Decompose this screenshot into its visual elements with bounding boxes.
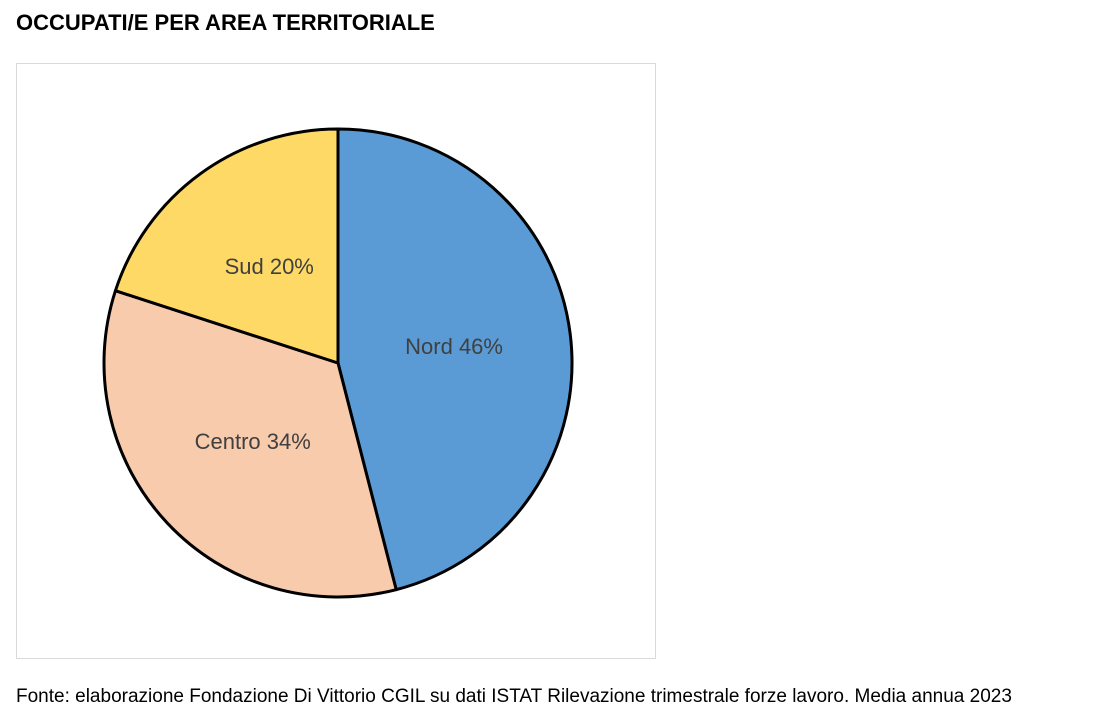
chart-title: OCCUPATI/E PER AREA TERRITORIALE	[16, 10, 435, 35]
pie-slice-nord	[336, 127, 574, 592]
slice-label-centro: Centro 34%	[195, 429, 311, 454]
pie-slice-sud	[113, 127, 340, 365]
slice-label-nord: Nord 46%	[405, 334, 503, 359]
slice-label-sud: Sud 20%	[225, 254, 314, 279]
source-note: Fonte: elaborazione Fondazione Di Vittor…	[16, 686, 1012, 707]
chart-area: Nord 46% Centro 34% Sud 20%	[16, 63, 656, 659]
pie-slice-centro	[102, 289, 398, 599]
pie-chart: Nord 46% Centro 34% Sud 20%	[102, 127, 574, 599]
